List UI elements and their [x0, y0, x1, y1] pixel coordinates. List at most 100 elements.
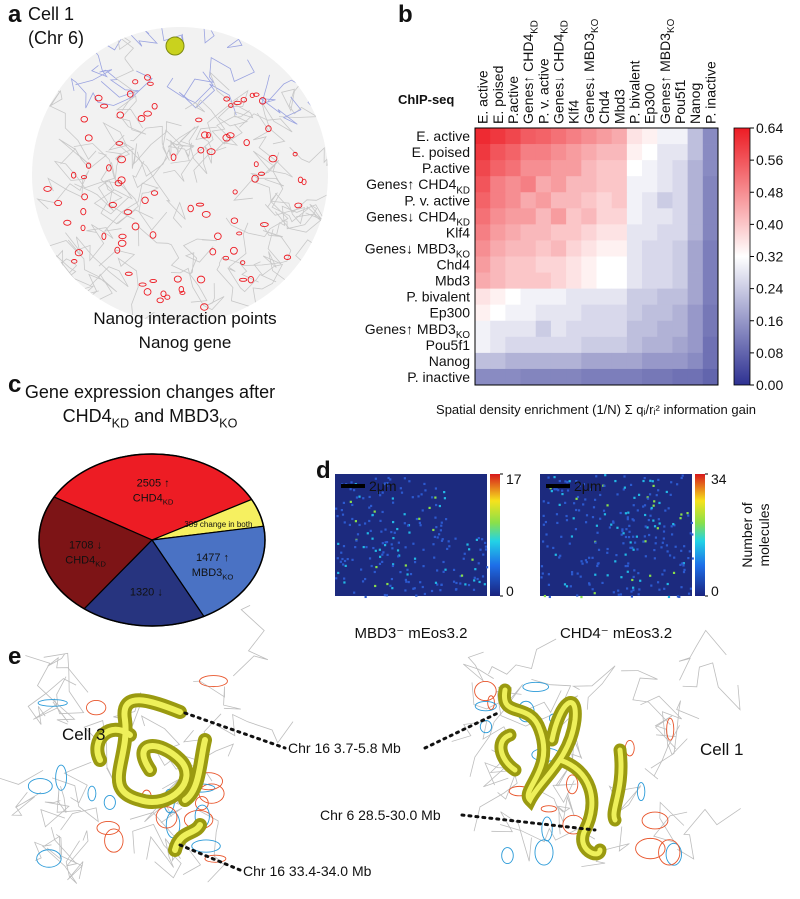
column-label: Pou5f1: [672, 79, 688, 124]
interaction-point: [249, 92, 255, 98]
heatmap-cell: [505, 368, 521, 386]
contact-ring: [566, 774, 579, 795]
molecule-pixel: [632, 586, 635, 589]
heatmap-cell: [626, 256, 643, 273]
heatmap-cell: [672, 320, 689, 338]
label-text: CHD4: [63, 406, 112, 426]
label-text: Genes↓ CHD4: [366, 208, 456, 224]
heatmap-cell: [535, 288, 552, 306]
heatmap-cell: [596, 176, 613, 193]
heatmap-cell: [702, 208, 719, 225]
molecule-pixel: [482, 553, 485, 556]
molecule-pixel: [378, 548, 381, 551]
molecule-pixel: [666, 550, 669, 553]
heatmap-cell: [581, 208, 597, 225]
heatmap-cell: [672, 192, 689, 209]
heatmap-cell: [642, 320, 658, 338]
molecule-pixel: [415, 517, 419, 521]
contact-ring: [474, 680, 497, 702]
heatmap-cell: [657, 336, 673, 354]
molecule-pixel: [418, 517, 421, 520]
interaction-point: [253, 161, 259, 168]
molecule-pixel: [434, 581, 438, 584]
heatmap-cell: [626, 224, 643, 241]
molecule-pixel: [430, 496, 434, 499]
row-label: Klf4: [446, 224, 470, 240]
heatmap-cell: [642, 256, 658, 273]
label-subscript: KO: [666, 18, 677, 33]
molecule-pixel: [351, 558, 354, 561]
molecule-pixel: [392, 537, 395, 540]
heatmap-cell: [535, 352, 552, 370]
molecule-pixel: [596, 531, 599, 534]
molecule-pixel: [602, 484, 605, 487]
heatmap-cell: [566, 128, 582, 145]
molecule-pixel: [582, 483, 586, 486]
colorbar-tick-label: 17: [506, 471, 522, 487]
colorbar: [695, 474, 705, 596]
molecule-pixel: [680, 476, 683, 480]
molecule-pixel: [454, 588, 458, 591]
heatmap-cell: [626, 144, 643, 161]
heatmap-cell: [596, 160, 613, 177]
contact-ring: [104, 828, 124, 853]
interaction-point: [94, 94, 103, 102]
molecule-pixel: [615, 554, 618, 557]
interaction-point: [228, 103, 234, 108]
molecule-pixel: [348, 523, 351, 527]
heatmap-cell: [535, 208, 552, 225]
molecule-pixel: [680, 586, 683, 589]
molecule-pixel: [432, 528, 435, 532]
heatmap-cell: [520, 320, 537, 338]
molecule-pixel: [390, 577, 394, 581]
molecule-pixel: [661, 573, 664, 576]
chromosome-sphere: [32, 27, 328, 323]
molecule-pixel: [462, 557, 465, 560]
chromatin-trace: [274, 203, 323, 233]
molecule-pixel: [418, 521, 421, 524]
panel-label: b: [398, 1, 413, 28]
molecule-pixel: [652, 484, 655, 487]
heatmap-cell: [672, 352, 689, 370]
molecule-pixel: [485, 566, 489, 569]
heatmap-cell: [535, 160, 552, 177]
molecule-pixel: [674, 545, 677, 548]
molecule-pixel: [397, 555, 400, 558]
row-label: Genes↑ MBD3KO: [365, 321, 471, 341]
pointer-lines: [178, 710, 597, 872]
molecule-pixel: [553, 476, 556, 479]
interaction-point: [239, 277, 248, 282]
heatmap-cell: [581, 176, 597, 193]
molecule-pixel: [653, 557, 656, 560]
interaction-point: [292, 151, 298, 157]
molecule-pixel: [439, 529, 443, 532]
chromatin-trace: [33, 676, 69, 723]
chromatin-trace: [274, 153, 328, 213]
molecule-pixel: [557, 489, 560, 492]
molecule-pixel: [383, 593, 386, 597]
molecule-pixel: [570, 535, 574, 538]
molecule-pixel: [547, 501, 550, 504]
molecule-pixel: [556, 521, 559, 525]
molecule-pixel: [606, 551, 609, 554]
molecule-pixel: [594, 541, 597, 544]
molecule-pixel: [629, 546, 632, 549]
interaction-point: [283, 254, 292, 260]
interaction-point: [123, 209, 133, 215]
heatmap-cell: [642, 176, 658, 193]
molecule-pixel: [616, 493, 619, 496]
molecule-pixel: [658, 501, 661, 505]
molecule-pixel: [459, 574, 462, 578]
heatmap-cell: [581, 144, 597, 161]
heatmap-cell: [702, 352, 719, 370]
heatmap-cell: [520, 192, 537, 209]
molecule-pixel: [407, 580, 410, 584]
pie-outline: [38, 453, 266, 627]
colorbar: [490, 474, 500, 596]
molecule-pixel: [484, 541, 487, 545]
molecule-pixel: [670, 533, 674, 536]
heatmap-cell: [657, 128, 673, 145]
molecule-pixel: [335, 577, 338, 580]
heatmap-cell: [490, 240, 506, 257]
contact-ring: [96, 820, 120, 836]
